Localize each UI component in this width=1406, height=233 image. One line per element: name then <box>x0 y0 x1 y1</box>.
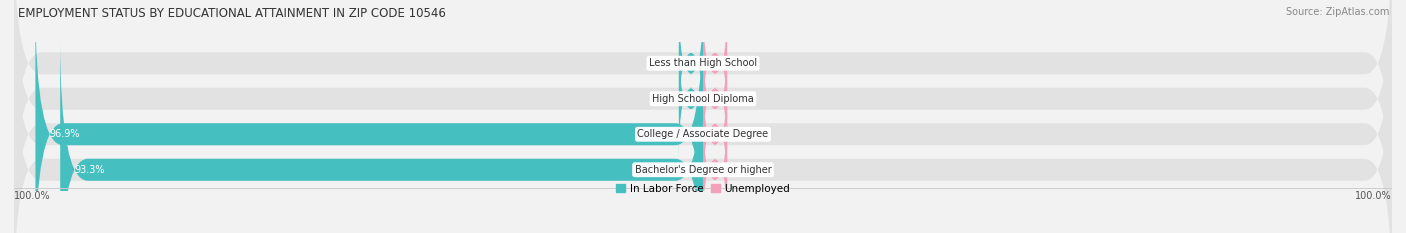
Text: 0.0%: 0.0% <box>651 58 675 68</box>
Text: 93.3%: 93.3% <box>75 165 104 175</box>
FancyBboxPatch shape <box>703 110 727 230</box>
FancyBboxPatch shape <box>703 74 727 194</box>
Text: 0.0%: 0.0% <box>731 129 755 139</box>
Text: Less than High School: Less than High School <box>650 58 756 68</box>
Text: 100.0%: 100.0% <box>14 191 51 201</box>
FancyBboxPatch shape <box>60 39 703 233</box>
FancyBboxPatch shape <box>703 3 727 123</box>
FancyBboxPatch shape <box>703 39 727 159</box>
Text: Source: ZipAtlas.com: Source: ZipAtlas.com <box>1285 7 1389 17</box>
Text: 0.0%: 0.0% <box>731 165 755 175</box>
Text: 0.0%: 0.0% <box>731 94 755 104</box>
Text: 100.0%: 100.0% <box>1355 191 1392 201</box>
FancyBboxPatch shape <box>14 0 1392 194</box>
Text: 0.0%: 0.0% <box>651 94 675 104</box>
FancyBboxPatch shape <box>35 3 703 233</box>
Text: EMPLOYMENT STATUS BY EDUCATIONAL ATTAINMENT IN ZIP CODE 10546: EMPLOYMENT STATUS BY EDUCATIONAL ATTAINM… <box>18 7 446 20</box>
Text: College / Associate Degree: College / Associate Degree <box>637 129 769 139</box>
FancyBboxPatch shape <box>14 3 1392 233</box>
Text: High School Diploma: High School Diploma <box>652 94 754 104</box>
FancyBboxPatch shape <box>14 39 1392 233</box>
Legend: In Labor Force, Unemployed: In Labor Force, Unemployed <box>612 179 794 198</box>
FancyBboxPatch shape <box>679 39 703 159</box>
FancyBboxPatch shape <box>14 0 1392 230</box>
Text: Bachelor's Degree or higher: Bachelor's Degree or higher <box>634 165 772 175</box>
Text: 96.9%: 96.9% <box>49 129 80 139</box>
FancyBboxPatch shape <box>679 3 703 123</box>
Text: 0.0%: 0.0% <box>731 58 755 68</box>
